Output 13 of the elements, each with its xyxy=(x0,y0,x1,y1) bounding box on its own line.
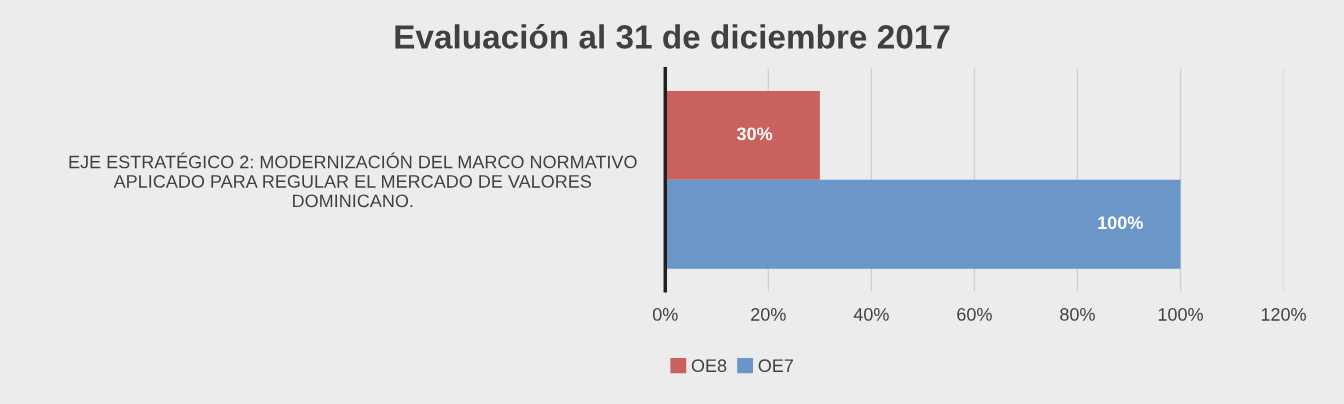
data-label: 100% xyxy=(1098,216,1143,230)
x-tick-label: 120% xyxy=(1261,308,1306,321)
y-tick-label: EJE ESTRATÉGICO 2: MODERNIZACIÓN DEL MARCO NORMATIVO APLICADO PARA REGULAR EL MERCADO DE VALORES DOMINICANO. xyxy=(69,152,637,208)
x-tick-label: 20% xyxy=(751,308,786,321)
legend-label: OE7 xyxy=(758,359,793,373)
x-tick-label: 60% xyxy=(957,308,992,321)
x-tick-label: 0% xyxy=(652,308,678,321)
x-tick-label: 80% xyxy=(1060,308,1095,321)
chart-title: Evaluación al 31 de diciembre 2017 xyxy=(395,23,950,49)
legend-label: OE8 xyxy=(691,359,727,373)
x-tick-label: 100% xyxy=(1158,308,1203,321)
data-label: 30% xyxy=(736,127,773,141)
x-tick-label: 40% xyxy=(853,308,889,321)
